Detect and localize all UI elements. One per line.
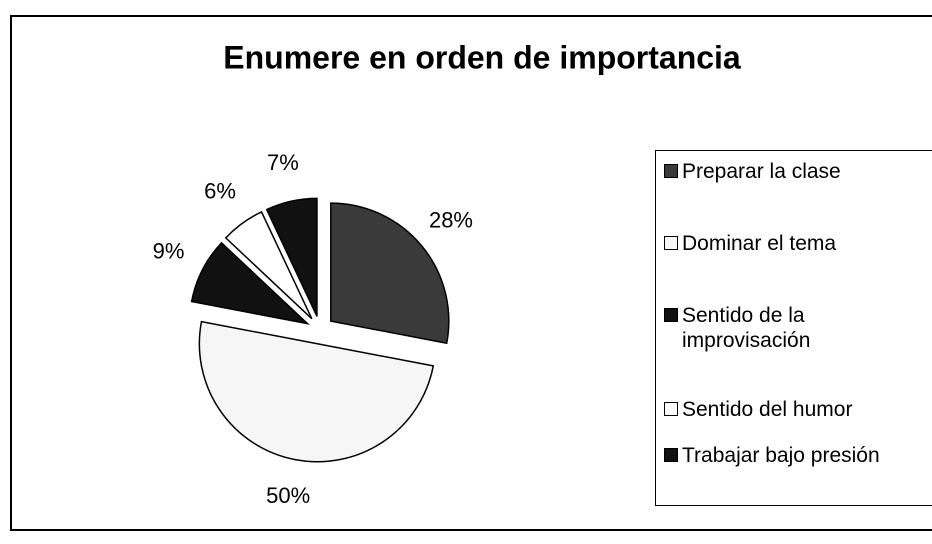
legend-item: Sentido de la improvisación <box>664 303 882 353</box>
legend-item: Sentido del humor <box>664 397 852 422</box>
legend-label: Preparar la clase <box>682 160 841 183</box>
legend-swatch <box>664 236 678 250</box>
data-label: 28% <box>429 207 473 232</box>
data-label: 6% <box>204 178 236 203</box>
data-label: 9% <box>153 239 185 264</box>
pie-slice <box>190 241 310 325</box>
data-label: 7% <box>267 150 299 175</box>
legend-item: Trabajar bajo presión <box>664 443 880 468</box>
legend-item: Preparar la clase <box>664 159 841 184</box>
pie-slice <box>198 320 435 463</box>
legend-label: Sentido de la improvisación <box>682 304 811 352</box>
data-label: 50% <box>266 483 310 508</box>
legend-label: Trabajar bajo presión <box>682 444 880 467</box>
pie-slice <box>224 210 313 320</box>
chart-border <box>10 15 932 531</box>
legend-swatch <box>664 448 678 462</box>
legend-swatch <box>664 308 678 322</box>
pie-slice <box>330 202 450 345</box>
legend-item: Dominar el tema <box>664 231 836 256</box>
legend: Preparar la clase Dominar el tema Sentido … <box>655 150 932 506</box>
legend-swatch <box>664 164 678 178</box>
chart-title: Enumere en orden de importancia <box>223 39 741 75</box>
legend-label: Dominar el tema <box>682 232 837 255</box>
pie-slice <box>265 197 318 317</box>
legend-label: Sentido del humor <box>682 398 853 421</box>
legend-swatch <box>664 402 678 416</box>
